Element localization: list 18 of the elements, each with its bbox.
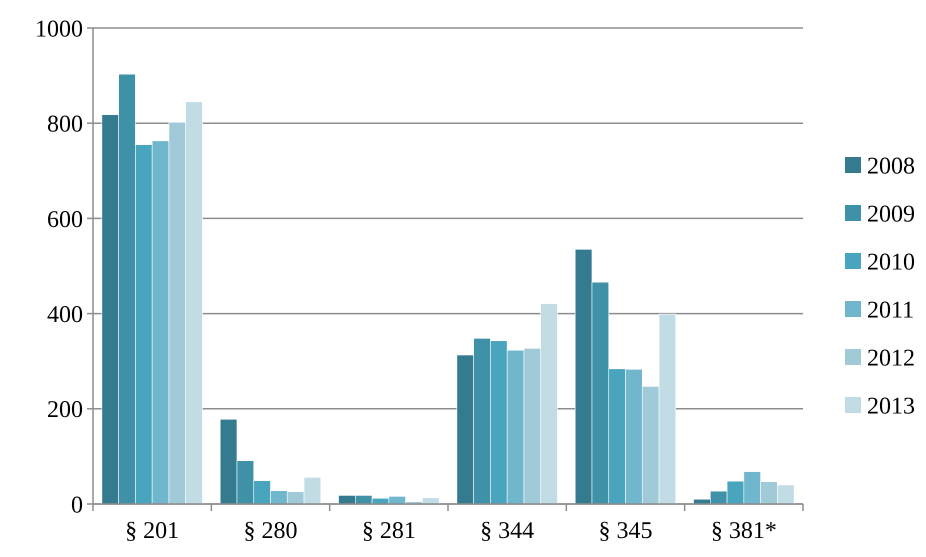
y-tick-label: 800: [47, 112, 83, 138]
legend-label: 2008: [867, 153, 915, 180]
x-tick-label: § 345: [598, 518, 652, 544]
x-tick-label: § 201: [125, 518, 180, 544]
x-tick-label: § 281: [362, 518, 416, 544]
legend-label: 2011: [867, 297, 914, 324]
y-tick-label: 200: [47, 397, 83, 424]
y-tick-label: 1000: [35, 16, 83, 42]
legend-label: 2010: [867, 249, 915, 276]
x-tick-label: § 280: [244, 518, 298, 544]
y-tick-label: 0: [71, 492, 83, 518]
x-tick-label: § 344: [480, 518, 534, 544]
y-tick-label: 600: [47, 206, 83, 233]
legend-label: 2013: [867, 393, 915, 420]
x-tick-label: § 381*: [710, 518, 777, 544]
y-tick-label: 400: [47, 302, 83, 328]
legend-label: 2012: [867, 345, 915, 372]
legend-label: 2009: [867, 201, 915, 228]
